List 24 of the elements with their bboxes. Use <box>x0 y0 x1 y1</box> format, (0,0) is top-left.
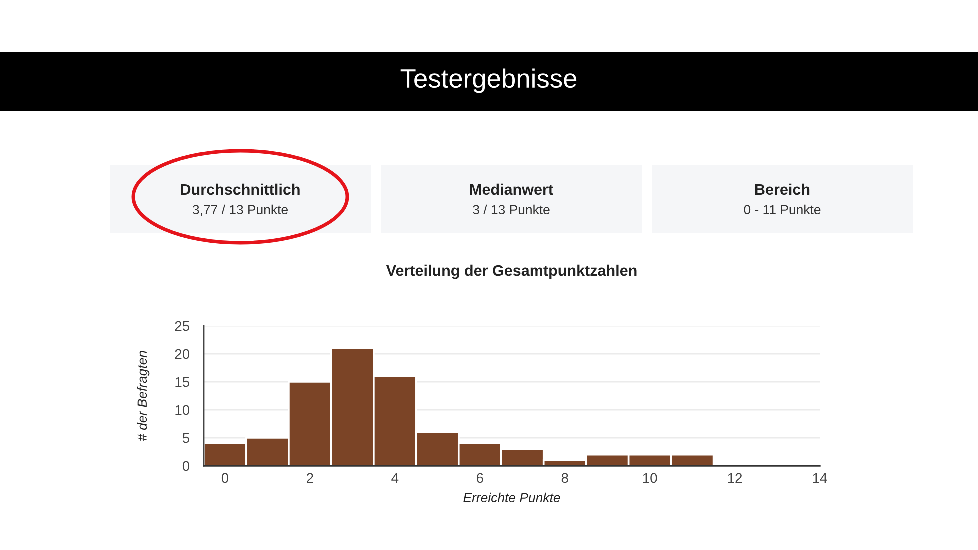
text: Medianwert <box>470 184 554 196</box>
x-axis-title: Erreichte Punkte <box>464 492 560 503</box>
x-tick-label: 14 <box>813 473 828 484</box>
y-tick-label: 15 <box>176 377 190 388</box>
text: 0 - 11 Punkte <box>744 204 821 215</box>
y-tick-label: 20 <box>175 349 190 360</box>
y-tick-label: 25 <box>175 321 190 332</box>
text: Testergebnisse <box>400 68 577 94</box>
y-tick-label: 5 <box>182 433 190 444</box>
text: Bereich <box>756 184 810 196</box>
text: Durchschnittlich <box>181 184 300 196</box>
text: 3 / 13 Punkte <box>473 204 550 215</box>
x-tick-label: 0 <box>222 473 229 484</box>
x-tick-label: 6 <box>476 473 484 484</box>
y-axis-title: # der Befragten <box>137 351 150 442</box>
x-tick-label: 10 <box>643 473 658 484</box>
text: 3,77 / 13 Punkte <box>192 204 288 216</box>
chart-title: Verteilung der Gesamtpunktzahlen <box>386 264 637 280</box>
y-tick-label: 10 <box>176 405 190 416</box>
x-tick-label: 8 <box>562 473 568 484</box>
x-tick-label: 12 <box>728 473 742 484</box>
y-tick-label: 0 <box>182 461 190 472</box>
x-tick-label: 4 <box>392 473 399 484</box>
x-tick-label: 2 <box>307 473 314 484</box>
